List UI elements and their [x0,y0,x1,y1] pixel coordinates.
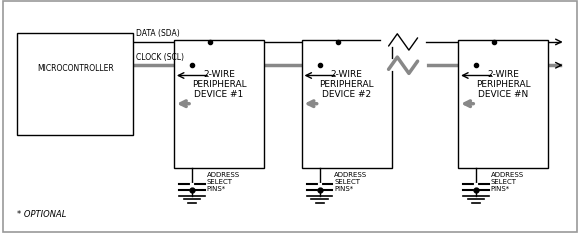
Bar [17,33,133,135]
Text: * OPTIONAL: * OPTIONAL [17,210,67,219]
Text: 2-WIRE
PERIPHERAL
DEVICE #1: 2-WIRE PERIPHERAL DEVICE #1 [191,70,246,99]
Bar [174,40,264,168]
Text: CLOCK (SCL): CLOCK (SCL) [136,53,184,62]
Text: ADDRESS
SELECT
PINS*: ADDRESS SELECT PINS* [334,172,367,192]
Text: ADDRESS
SELECT
PINS*: ADDRESS SELECT PINS* [206,172,240,192]
Text: 2-WIRE
PERIPHERAL
DEVICE #N: 2-WIRE PERIPHERAL DEVICE #N [476,70,531,99]
Bar [458,40,548,168]
Bar [302,40,392,168]
Text: DATA (SDA): DATA (SDA) [136,29,180,38]
Text: ADDRESS
SELECT
PINS*: ADDRESS SELECT PINS* [491,172,524,192]
Text: 2-WIRE
PERIPHERAL
DEVICE #2: 2-WIRE PERIPHERAL DEVICE #2 [319,70,374,99]
Text: MICROCONTROLLER: MICROCONTROLLER [37,64,114,73]
